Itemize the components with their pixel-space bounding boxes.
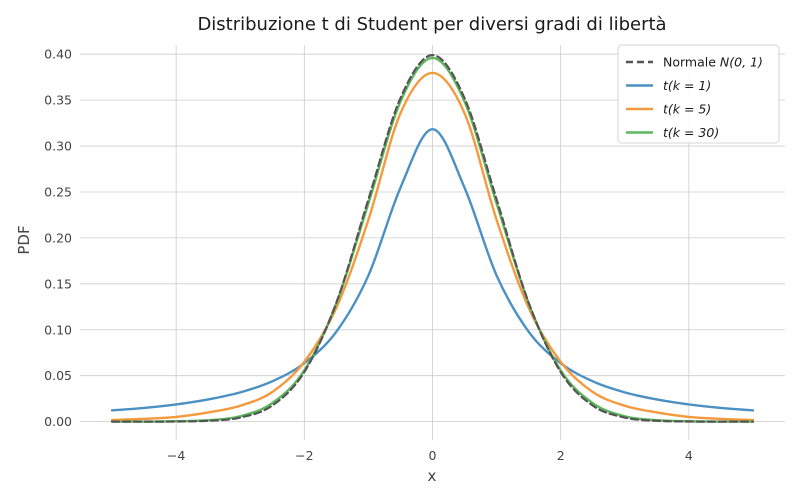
y-tick-label: 0.05 (44, 368, 72, 383)
x-tick-label: 4 (685, 448, 693, 463)
y-tick-label: 0.25 (44, 184, 72, 199)
y-tick-label: 0.35 (44, 93, 72, 108)
x-tick-label: −2 (295, 448, 313, 463)
legend-label-1: t(k = 1) (663, 78, 711, 93)
y-tick-label: 0.20 (44, 230, 72, 245)
y-tick-label: 0.15 (44, 276, 72, 291)
y-tick-label: 0.10 (44, 322, 72, 337)
y-axis-label: PDF (15, 225, 33, 254)
legend-label-3: t(k = 30) (663, 125, 719, 140)
series-line-2 (110, 71, 755, 422)
x-tick-label: 2 (557, 448, 565, 463)
x-axis-label: x (428, 467, 437, 485)
legend-box (617, 44, 780, 144)
legend-label-2: t(k = 5) (663, 102, 711, 117)
y-tick-label: 0.40 (44, 47, 72, 62)
x-tick-label: −4 (167, 448, 185, 463)
legend: Normale N(0, 1) t(k = 1) t(k = 5) t(k = 30) (617, 44, 780, 144)
x-tick-label: 0 (429, 448, 437, 463)
tick-layer: −4 −2 0 2 4 0.00 0.05 0.10 0.15 0.20 0.25 0.30 0.35 0… (44, 47, 693, 463)
series-layer (110, 54, 755, 423)
series-line-1 (110, 128, 755, 412)
y-tick-label: 0.00 (44, 414, 72, 429)
chart-title: Distribuzione t di Student per diversi g… (197, 14, 666, 35)
legend-label-0: Normale N(0, 1) (663, 55, 763, 70)
series-line-0 (110, 54, 755, 423)
y-tick-label: 0.30 (44, 139, 72, 154)
